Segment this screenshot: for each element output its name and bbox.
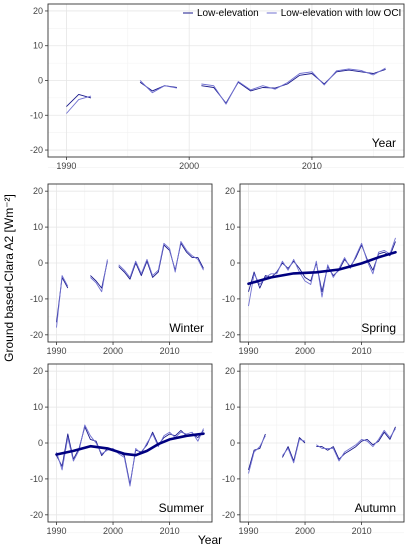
y-tick-label: -10: [30, 474, 43, 484]
x-tick-label: 2010: [302, 161, 322, 171]
x-tick-label: 2000: [103, 526, 123, 536]
x-tick-label: 2010: [160, 346, 180, 356]
series-line-low-elevation-with-low-oci: [90, 259, 108, 293]
panel-label: Autumn: [355, 501, 396, 515]
series-line-low-elevation-with-low-oci: [201, 67, 386, 105]
series-line-low-elevation-with-low-oci: [56, 275, 69, 328]
y-tick-label: -10: [222, 294, 235, 304]
panel-spring: -20 -10 0 10 20 1990 2000 2010 Spring: [222, 183, 405, 356]
panel-border: [239, 183, 405, 343]
y-tick-label: 0: [38, 76, 43, 86]
y-tick-label: 0: [38, 258, 43, 268]
x-tick-label: 1990: [46, 526, 66, 536]
panel-border: [47, 363, 213, 523]
legend-label-low-elevation-with-low-oci: Low-elevation with low OCI: [281, 8, 402, 19]
y-tick-label: 10: [33, 222, 43, 232]
series-line-low-elevation-with-low-oci: [118, 241, 204, 278]
series-line-low-elevation: [66, 93, 92, 107]
x-tick-label: 2010: [352, 526, 372, 536]
y-tick-label: -20: [222, 510, 235, 520]
panel-label: Year: [372, 136, 396, 150]
y-tick-label: -20: [30, 145, 43, 155]
series-line-low-elevation: [248, 241, 396, 293]
y-tick-label: 20: [225, 186, 235, 196]
trend-line: [247, 250, 397, 286]
x-tick-label: 1990: [238, 526, 258, 536]
x-tick-label: 2000: [295, 346, 315, 356]
series-line-low-elevation-with-low-oci: [139, 80, 177, 94]
y-axis-title: Ground based-Clara A2 [Wm⁻²]: [2, 194, 16, 362]
series-line-low-elevation-with-low-oci: [248, 435, 266, 474]
panel-border: [47, 183, 213, 343]
panel-label: Spring: [361, 321, 396, 335]
y-tick-label: 10: [33, 402, 43, 412]
y-tick-label: 10: [225, 222, 235, 232]
series-line-low-elevation: [316, 426, 396, 460]
legend: Low-elevation Low-elevation with low OCI: [183, 8, 401, 19]
panel-year: -20 -10 0 10 20 1990 2000 2010 Year Low-elevation…: [30, 3, 405, 171]
y-tick-label: 0: [230, 258, 235, 268]
panel-border: [47, 3, 405, 158]
series-line-low-elevation-with-low-oci: [248, 237, 396, 307]
legend-label-low-elevation: Low-elevation: [197, 8, 259, 19]
y-tick-label: -20: [30, 510, 43, 520]
panel-winter: -20 -10 0 10 20 1990 2000 2010 Winter: [30, 183, 213, 356]
series-line-low-elevation-with-low-oci: [56, 424, 204, 487]
y-tick-label: 10: [225, 402, 235, 412]
y-tick-label: -10: [30, 294, 43, 304]
x-tick-label: 1990: [46, 346, 66, 356]
y-tick-label: -10: [222, 474, 235, 484]
panel-label: Winter: [169, 321, 204, 335]
x-tick-label: 2010: [160, 526, 180, 536]
trend-line: [55, 432, 205, 457]
x-tick-label: 2000: [179, 161, 199, 171]
panel-label: Summer: [159, 501, 204, 515]
panel-border: [239, 363, 405, 523]
y-tick-label: -20: [222, 330, 235, 340]
y-tick-label: -10: [30, 110, 43, 120]
y-tick-label: 10: [33, 41, 43, 51]
series-line-low-elevation-with-low-oci: [282, 438, 306, 464]
x-tick-label: 2000: [295, 526, 315, 536]
y-tick-label: 0: [230, 438, 235, 448]
y-tick-label: 20: [225, 366, 235, 376]
y-tick-label: -20: [30, 330, 43, 340]
x-tick-label: 2000: [103, 346, 123, 356]
y-tick-label: 20: [33, 186, 43, 196]
panel-summer: -20 -10 0 10 20 1990 2000 2010 Summer: [30, 363, 213, 536]
y-tick-label: 20: [33, 366, 43, 376]
series-line-low-elevation-with-low-oci: [316, 428, 396, 462]
panel-autumn: -20 -10 0 10 20 1990 2000 2010 Autumn: [222, 363, 405, 536]
y-tick-label: 0: [38, 438, 43, 448]
x-tick-label: 1990: [56, 161, 76, 171]
y-tick-label: 20: [33, 6, 43, 16]
x-tick-label: 1990: [238, 346, 258, 356]
x-axis-title: Year: [198, 533, 222, 547]
series-line-low-elevation-with-low-oci: [66, 95, 92, 114]
x-tick-label: 2010: [352, 346, 372, 356]
